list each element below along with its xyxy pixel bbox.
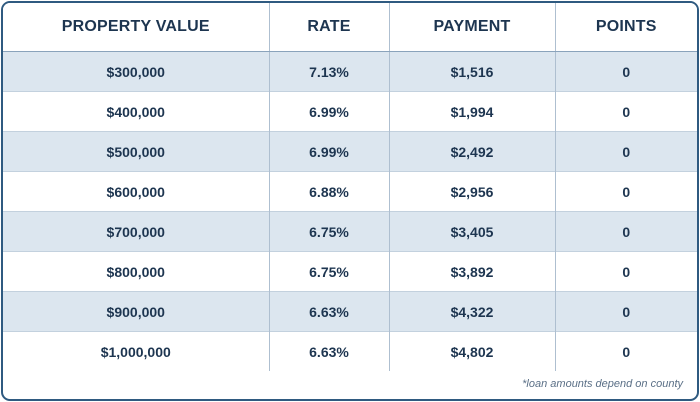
table-row: $1,000,000 6.63% $4,802 0 xyxy=(3,331,697,371)
cell-property-value: $300,000 xyxy=(3,51,270,92)
cell-payment: $1,516 xyxy=(389,51,556,92)
cell-payment: $2,492 xyxy=(389,131,556,172)
cell-property-value: $600,000 xyxy=(3,171,270,212)
cell-points: 0 xyxy=(555,91,697,132)
table-row: $400,000 6.99% $1,994 0 xyxy=(3,91,697,132)
cell-property-value: $500,000 xyxy=(3,131,270,172)
cell-payment: $2,956 xyxy=(389,171,556,212)
table-row: $500,000 6.99% $2,492 0 xyxy=(3,131,697,172)
cell-rate: 6.99% xyxy=(269,131,390,172)
cell-payment: $3,892 xyxy=(389,251,556,292)
cell-rate: 6.75% xyxy=(269,251,390,292)
cell-rate: 6.75% xyxy=(269,211,390,252)
table-row: $900,000 6.63% $4,322 0 xyxy=(3,291,697,332)
cell-payment: $3,405 xyxy=(389,211,556,252)
cell-property-value: $900,000 xyxy=(3,291,270,332)
header-payment: PAYMENT xyxy=(389,3,556,52)
cell-points: 0 xyxy=(555,331,697,371)
table-row: $800,000 6.75% $3,892 0 xyxy=(3,251,697,292)
cell-points: 0 xyxy=(555,51,697,92)
cell-points: 0 xyxy=(555,131,697,172)
cell-property-value: $400,000 xyxy=(3,91,270,132)
rate-table: PROPERTY VALUE RATE PAYMENT POINTS $300,… xyxy=(3,3,697,371)
header-points: POINTS xyxy=(555,3,697,52)
cell-points: 0 xyxy=(555,251,697,292)
cell-points: 0 xyxy=(555,291,697,332)
cell-payment: $4,322 xyxy=(389,291,556,332)
header-rate: RATE xyxy=(269,3,390,52)
header-property-value: PROPERTY VALUE xyxy=(3,3,270,52)
cell-payment: $4,802 xyxy=(389,331,556,371)
table-row: $600,000 6.88% $2,956 0 xyxy=(3,171,697,212)
cell-rate: 6.99% xyxy=(269,91,390,132)
cell-points: 0 xyxy=(555,211,697,252)
cell-rate: 7.13% xyxy=(269,51,390,92)
footnote: *loan amounts depend on county xyxy=(522,378,683,390)
cell-rate: 6.88% xyxy=(269,171,390,212)
cell-property-value: $800,000 xyxy=(3,251,270,292)
cell-rate: 6.63% xyxy=(269,291,390,332)
cell-points: 0 xyxy=(555,171,697,212)
table-header-row: PROPERTY VALUE RATE PAYMENT POINTS xyxy=(3,3,697,52)
table-row: $300,000 7.13% $1,516 0 xyxy=(3,51,697,92)
cell-payment: $1,994 xyxy=(389,91,556,132)
cell-property-value: $700,000 xyxy=(3,211,270,252)
cell-rate: 6.63% xyxy=(269,331,390,371)
table-row: $700,000 6.75% $3,405 0 xyxy=(3,211,697,252)
cell-property-value: $1,000,000 xyxy=(3,331,270,371)
